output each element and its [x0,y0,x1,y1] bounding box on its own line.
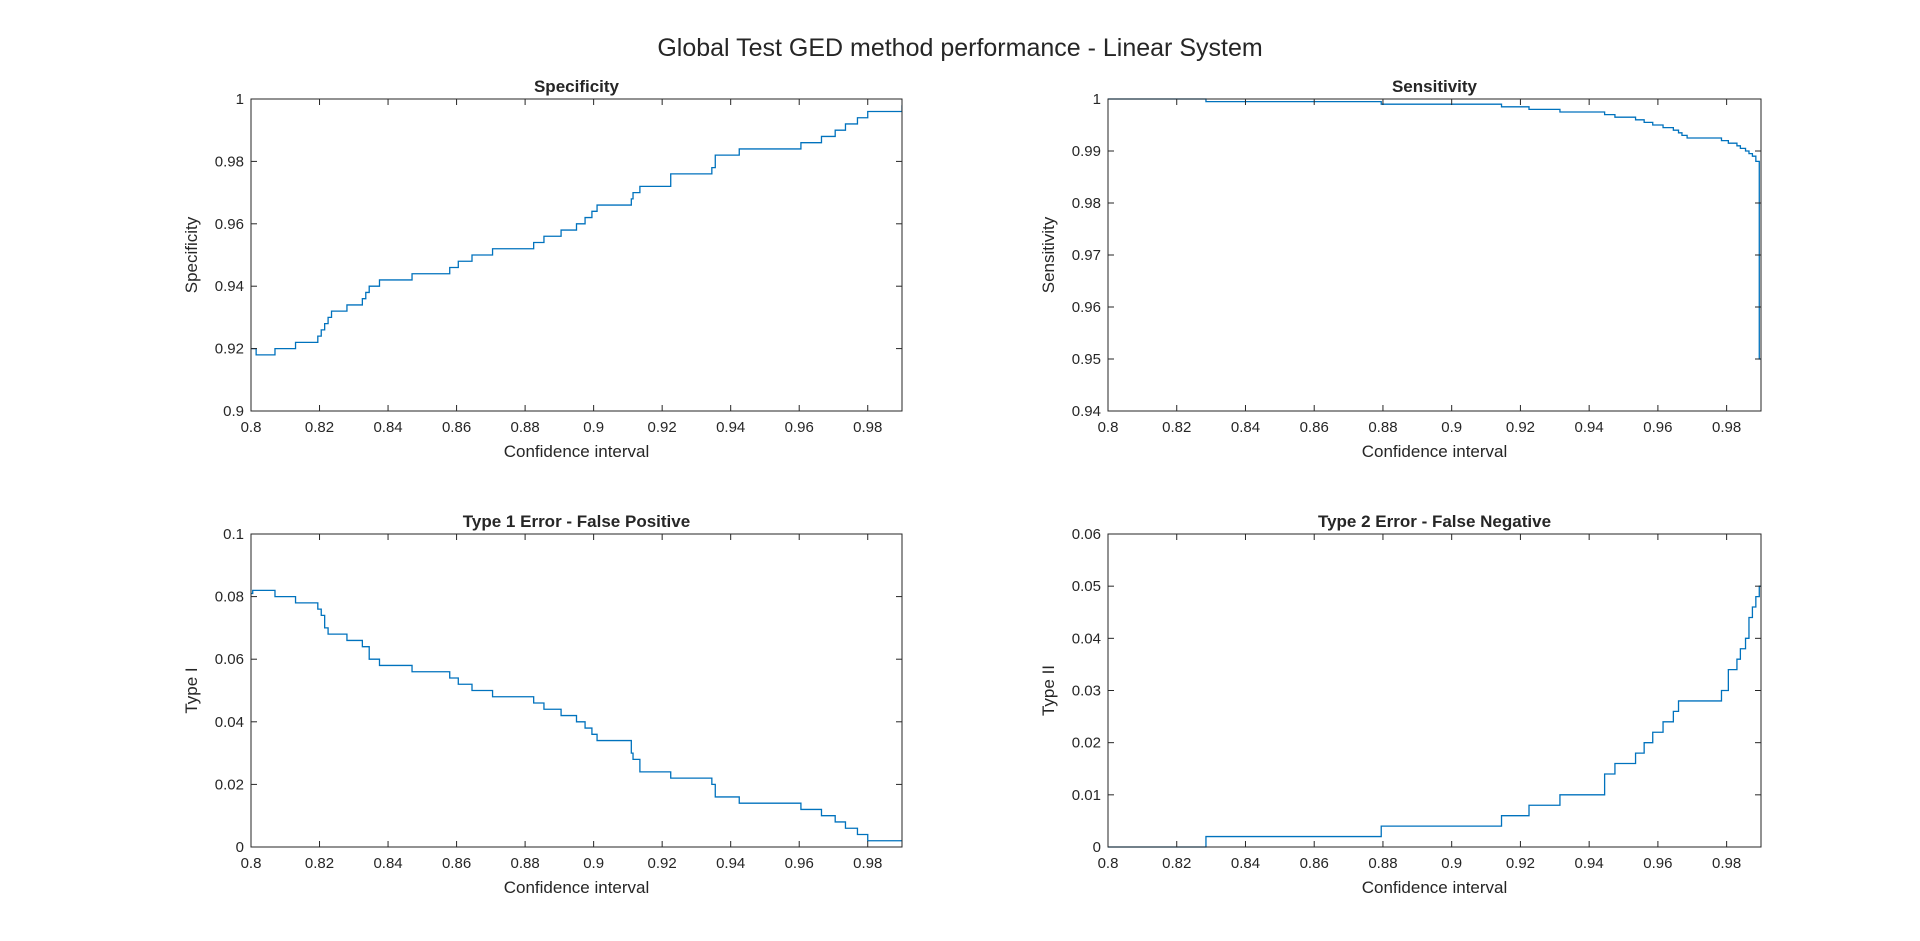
chart-1-ytick-label: 1 [236,91,244,108]
chart-4-ytick-label: 0.02 [1072,735,1101,752]
chart-2-ytick-label: 0.95 [1072,351,1101,368]
chart-3-ytick-label: 0.04 [215,714,244,731]
chart-3-xtick-label: 0.84 [373,855,402,872]
chart-3-type-1-error-false-positive: 0.8 0.82 0.84 0.86 0.88 0.9 0.92 0.94 0.96 0.98 0 0… [182,512,903,897]
chart-1-xtick-label: 0.82 [305,419,334,436]
chart-2-xtick-label: 0.96 [1643,419,1672,436]
chart-1-xtick-label: 0.8 [241,419,262,436]
chart-2-ylabel: Sensitivity [1039,216,1058,293]
chart-2-xtick-label: 0.94 [1575,419,1604,436]
chart-1-xtick-label: 0.98 [853,419,882,436]
chart-4-xlabel: Confidence interval [1362,878,1508,897]
chart-1-xtick-label: 0.94 [716,419,745,436]
chart-3-ytick-label: 0.1 [223,526,244,543]
chart-2-xtick-label: 0.86 [1300,419,1329,436]
chart-2-xtick-label: 0.92 [1506,419,1535,436]
chart-3-plot-area [251,534,902,847]
chart-2-ytick-label: 0.94 [1072,403,1101,420]
chart-1-ytick-label: 0.92 [215,341,244,358]
chart-1-xtick-label: 0.92 [648,419,677,436]
chart-1-axes-box [250,98,903,412]
chart-2-xtick-label: 0.9 [1441,419,1462,436]
chart-1-xlabel: Confidence interval [504,442,650,461]
figure-title: Global Test GED method performance - Lin… [657,34,1262,62]
chart-3-xtick-label: 0.8 [241,855,262,872]
chart-4-xtick-label: 0.96 [1643,855,1672,872]
chart-4-ytick-label: 0.04 [1072,630,1101,647]
chart-1-ylabel: Specificity [182,216,201,293]
chart-4-xtick-label: 0.82 [1162,855,1191,872]
chart-4-title: Type 2 Error - False Negative [1318,512,1551,531]
chart-1-ytick-label: 0.94 [215,278,244,295]
chart-1-ytick-label: 0.9 [223,403,244,420]
chart-1-xtick-label: 0.96 [785,419,814,436]
chart-3-series-line [251,589,902,842]
chart-3-xtick-label: 0.92 [648,855,677,872]
chart-2-ytick-label: 0.98 [1072,195,1101,212]
chart-1-series-line [251,105,902,356]
chart-2-ytick-label: 0.97 [1072,247,1101,264]
chart-1-ytick-label: 0.98 [215,153,244,170]
chart-1-xtick-label: 0.86 [442,419,471,436]
chart-2-xtick-label: 0.88 [1368,419,1397,436]
chart-1-xtick-label: 0.9 [583,419,604,436]
chart-4-type-2-error-false-negative: 0.8 0.82 0.84 0.86 0.88 0.9 0.92 0.94 0.96 0.98 0 0… [1039,512,1762,897]
chart-3-xtick-label: 0.82 [305,855,334,872]
chart-3-title: Type 1 Error - False Positive [463,512,690,531]
chart-1-xtick-label: 0.84 [373,419,402,436]
chart-2-xtick-label: 0.82 [1162,419,1191,436]
chart-4-ylabel: Type II [1039,665,1058,716]
chart-2-series-line [1108,98,1761,360]
chart-2-ytick-label: 0.96 [1072,299,1101,316]
chart-3-xtick-label: 0.94 [716,855,745,872]
chart-3-ylabel: Type I [182,667,201,713]
chart-3-xtick-label: 0.98 [853,855,882,872]
chart-4-series-line [1108,585,1761,848]
chart-1-plot-area [251,99,902,411]
chart-2-xtick-label: 0.84 [1231,419,1260,436]
chart-4-xtick-label: 0.88 [1368,855,1397,872]
chart-1-ytick-label: 0.96 [215,216,244,233]
chart-4-xtick-label: 0.94 [1575,855,1604,872]
chart-4-ytick-label: 0.06 [1072,526,1101,543]
chart-2-xtick-label: 0.98 [1712,419,1741,436]
chart-3-xtick-label: 0.96 [785,855,814,872]
chart-1-xtick-label: 0.88 [511,419,540,436]
chart-4-xtick-label: 0.84 [1231,855,1260,872]
chart-4-ytick-label: 0.03 [1072,683,1101,700]
chart-3-ytick-label: 0.08 [215,589,244,606]
chart-4-ytick-label: 0.05 [1072,578,1101,595]
chart-3-ytick-label: 0.02 [215,776,244,793]
chart-1-title: Specificity [534,77,620,96]
chart-3-xtick-label: 0.86 [442,855,471,872]
chart-3-ytick-label: 0.06 [215,651,244,668]
chart-2-sensitivity: 0.8 0.82 0.84 0.86 0.88 0.9 0.92 0.94 0.96 0.98 0.… [1039,77,1762,461]
chart-4-plot-area [1108,534,1761,847]
chart-4-xtick-label: 0.9 [1441,855,1462,872]
chart-2-xtick-label: 0.8 [1098,419,1119,436]
chart-4-xtick-label: 0.98 [1712,855,1741,872]
chart-3-xlabel: Confidence interval [504,878,650,897]
chart-3-xtick-label: 0.9 [583,855,604,872]
chart-4-ytick-label: 0 [1093,839,1101,856]
chart-4-xtick-label: 0.86 [1300,855,1329,872]
chart-4-xtick-label: 0.8 [1098,855,1119,872]
chart-2-plot-area [1108,99,1761,411]
chart-2-xlabel: Confidence interval [1362,442,1508,461]
chart-3-ytick-label: 0 [236,839,244,856]
chart-2-title: Sensitivity [1392,77,1478,96]
chart-3-axes-box [250,533,903,848]
chart-2-ytick-label: 1 [1093,91,1101,108]
chart-4-xtick-label: 0.92 [1506,855,1535,872]
chart-3-xtick-label: 0.88 [511,855,540,872]
chart-1-specificity: 0.8 0.82 0.84 0.86 0.88 0.9 0.92 0.94 0.96 0.98 0.… [182,77,903,461]
chart-4-ytick-label: 0.01 [1072,787,1101,804]
chart-2-ytick-label: 0.99 [1072,143,1101,160]
